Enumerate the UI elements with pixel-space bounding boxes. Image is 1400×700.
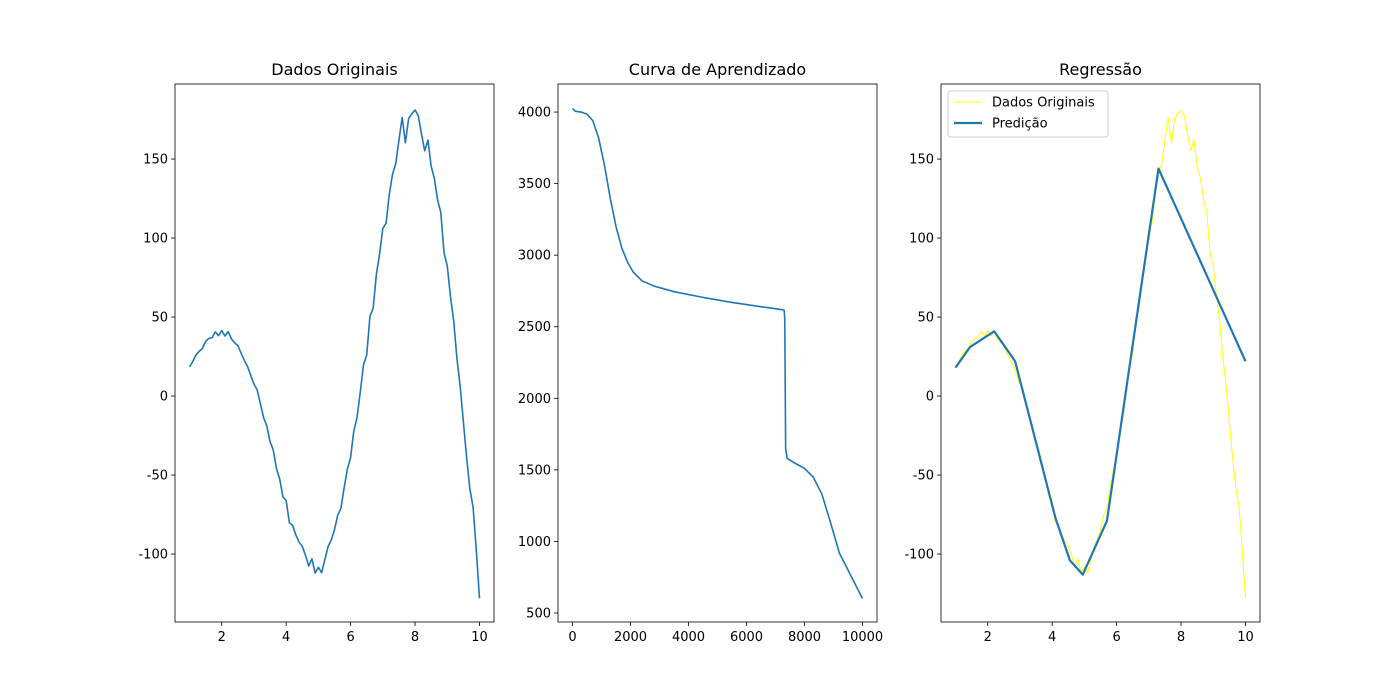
legend-label: Predição bbox=[992, 117, 1048, 132]
y-tick-label: 50 bbox=[151, 311, 168, 326]
x-tick-label: 4 bbox=[282, 630, 290, 645]
y-tick-label: 2500 bbox=[518, 320, 551, 335]
y-tick-label: 150 bbox=[143, 153, 168, 168]
y-tick-label: 100 bbox=[909, 232, 934, 247]
x-tick-label: 0 bbox=[568, 630, 576, 645]
y-tick-label: 0 bbox=[160, 390, 168, 405]
legend-label: Dados Originais bbox=[992, 96, 1095, 111]
x-tick-label: 2 bbox=[218, 630, 226, 645]
data-line bbox=[571, 107, 864, 600]
y-tick-label: 3500 bbox=[518, 177, 551, 192]
x-tick-label: 4000 bbox=[672, 630, 705, 645]
x-tick-label: 8000 bbox=[788, 630, 821, 645]
y-tick-label: -50 bbox=[147, 469, 168, 484]
y-tick-label: 100 bbox=[143, 232, 168, 247]
y-tick-label: -50 bbox=[913, 469, 934, 484]
x-tick-label: 10000 bbox=[842, 630, 883, 645]
data-line bbox=[954, 167, 1247, 576]
y-tick-label: 4000 bbox=[518, 106, 551, 121]
y-tick-label: -100 bbox=[138, 548, 168, 563]
y-tick-label: 1000 bbox=[518, 535, 551, 550]
axes-frame bbox=[557, 83, 878, 623]
y-tick-label: 0 bbox=[926, 390, 934, 405]
x-tick-label: 2 bbox=[984, 630, 992, 645]
chart-title: Curva de Aprendizado bbox=[629, 60, 806, 79]
x-tick-label: 8 bbox=[411, 630, 419, 645]
chart-title: Dados Originais bbox=[271, 60, 397, 79]
chart-title: Regressão bbox=[1059, 60, 1142, 79]
y-tick-label: 3000 bbox=[518, 249, 551, 264]
legend-box bbox=[947, 90, 1109, 138]
x-tick-label: 2000 bbox=[614, 630, 647, 645]
axes-frame bbox=[940, 83, 1261, 623]
y-tick-label: 1500 bbox=[518, 463, 551, 478]
x-tick-label: 10 bbox=[1237, 630, 1254, 645]
data-line bbox=[955, 109, 1246, 599]
data-line bbox=[188, 109, 481, 599]
x-tick-label: 4 bbox=[1048, 630, 1056, 645]
y-tick-label: 2000 bbox=[518, 392, 551, 407]
axes-frame bbox=[174, 83, 495, 623]
y-tick-label: -100 bbox=[904, 548, 934, 563]
y-tick-label: 150 bbox=[909, 153, 934, 168]
x-tick-label: 10 bbox=[471, 630, 488, 645]
y-tick-label: 50 bbox=[917, 311, 934, 326]
y-tick-label: 500 bbox=[526, 606, 551, 621]
x-tick-label: 8 bbox=[1177, 630, 1185, 645]
x-tick-label: 6 bbox=[1112, 630, 1120, 645]
x-tick-label: 6 bbox=[346, 630, 354, 645]
x-tick-label: 6000 bbox=[730, 630, 763, 645]
